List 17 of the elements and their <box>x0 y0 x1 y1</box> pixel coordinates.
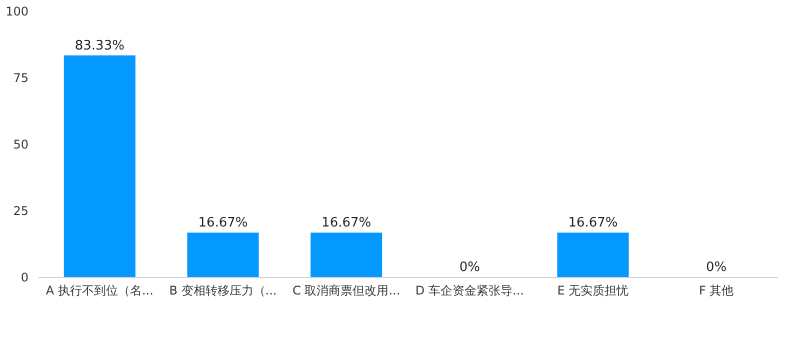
x-tick-label: A 执行不到位（名... <box>46 284 154 298</box>
data-label: 83.33% <box>74 38 124 54</box>
x-tick-label: D 车企资金紧张导... <box>415 284 524 298</box>
data-label: 0% <box>706 260 727 275</box>
x-tick-label: E 无实质担忧 <box>557 284 629 298</box>
data-label: 16.67% <box>322 216 372 231</box>
x-tick-label: F 其他 <box>698 284 734 298</box>
y-tick-label: 50 <box>13 138 28 152</box>
y-tick-label: 100 <box>6 4 28 18</box>
y-tick-label: 75 <box>13 71 28 85</box>
y-tick-label: 25 <box>13 204 28 218</box>
x-tick-label: C 取消商票但改用... <box>292 284 400 298</box>
data-label: 16.67% <box>568 216 618 231</box>
x-tick-label: B 变相转移压力（... <box>169 284 277 298</box>
data-label: 0% <box>459 260 480 275</box>
data-label: 16.67% <box>198 216 248 231</box>
y-tick-label: 0 <box>20 270 28 284</box>
